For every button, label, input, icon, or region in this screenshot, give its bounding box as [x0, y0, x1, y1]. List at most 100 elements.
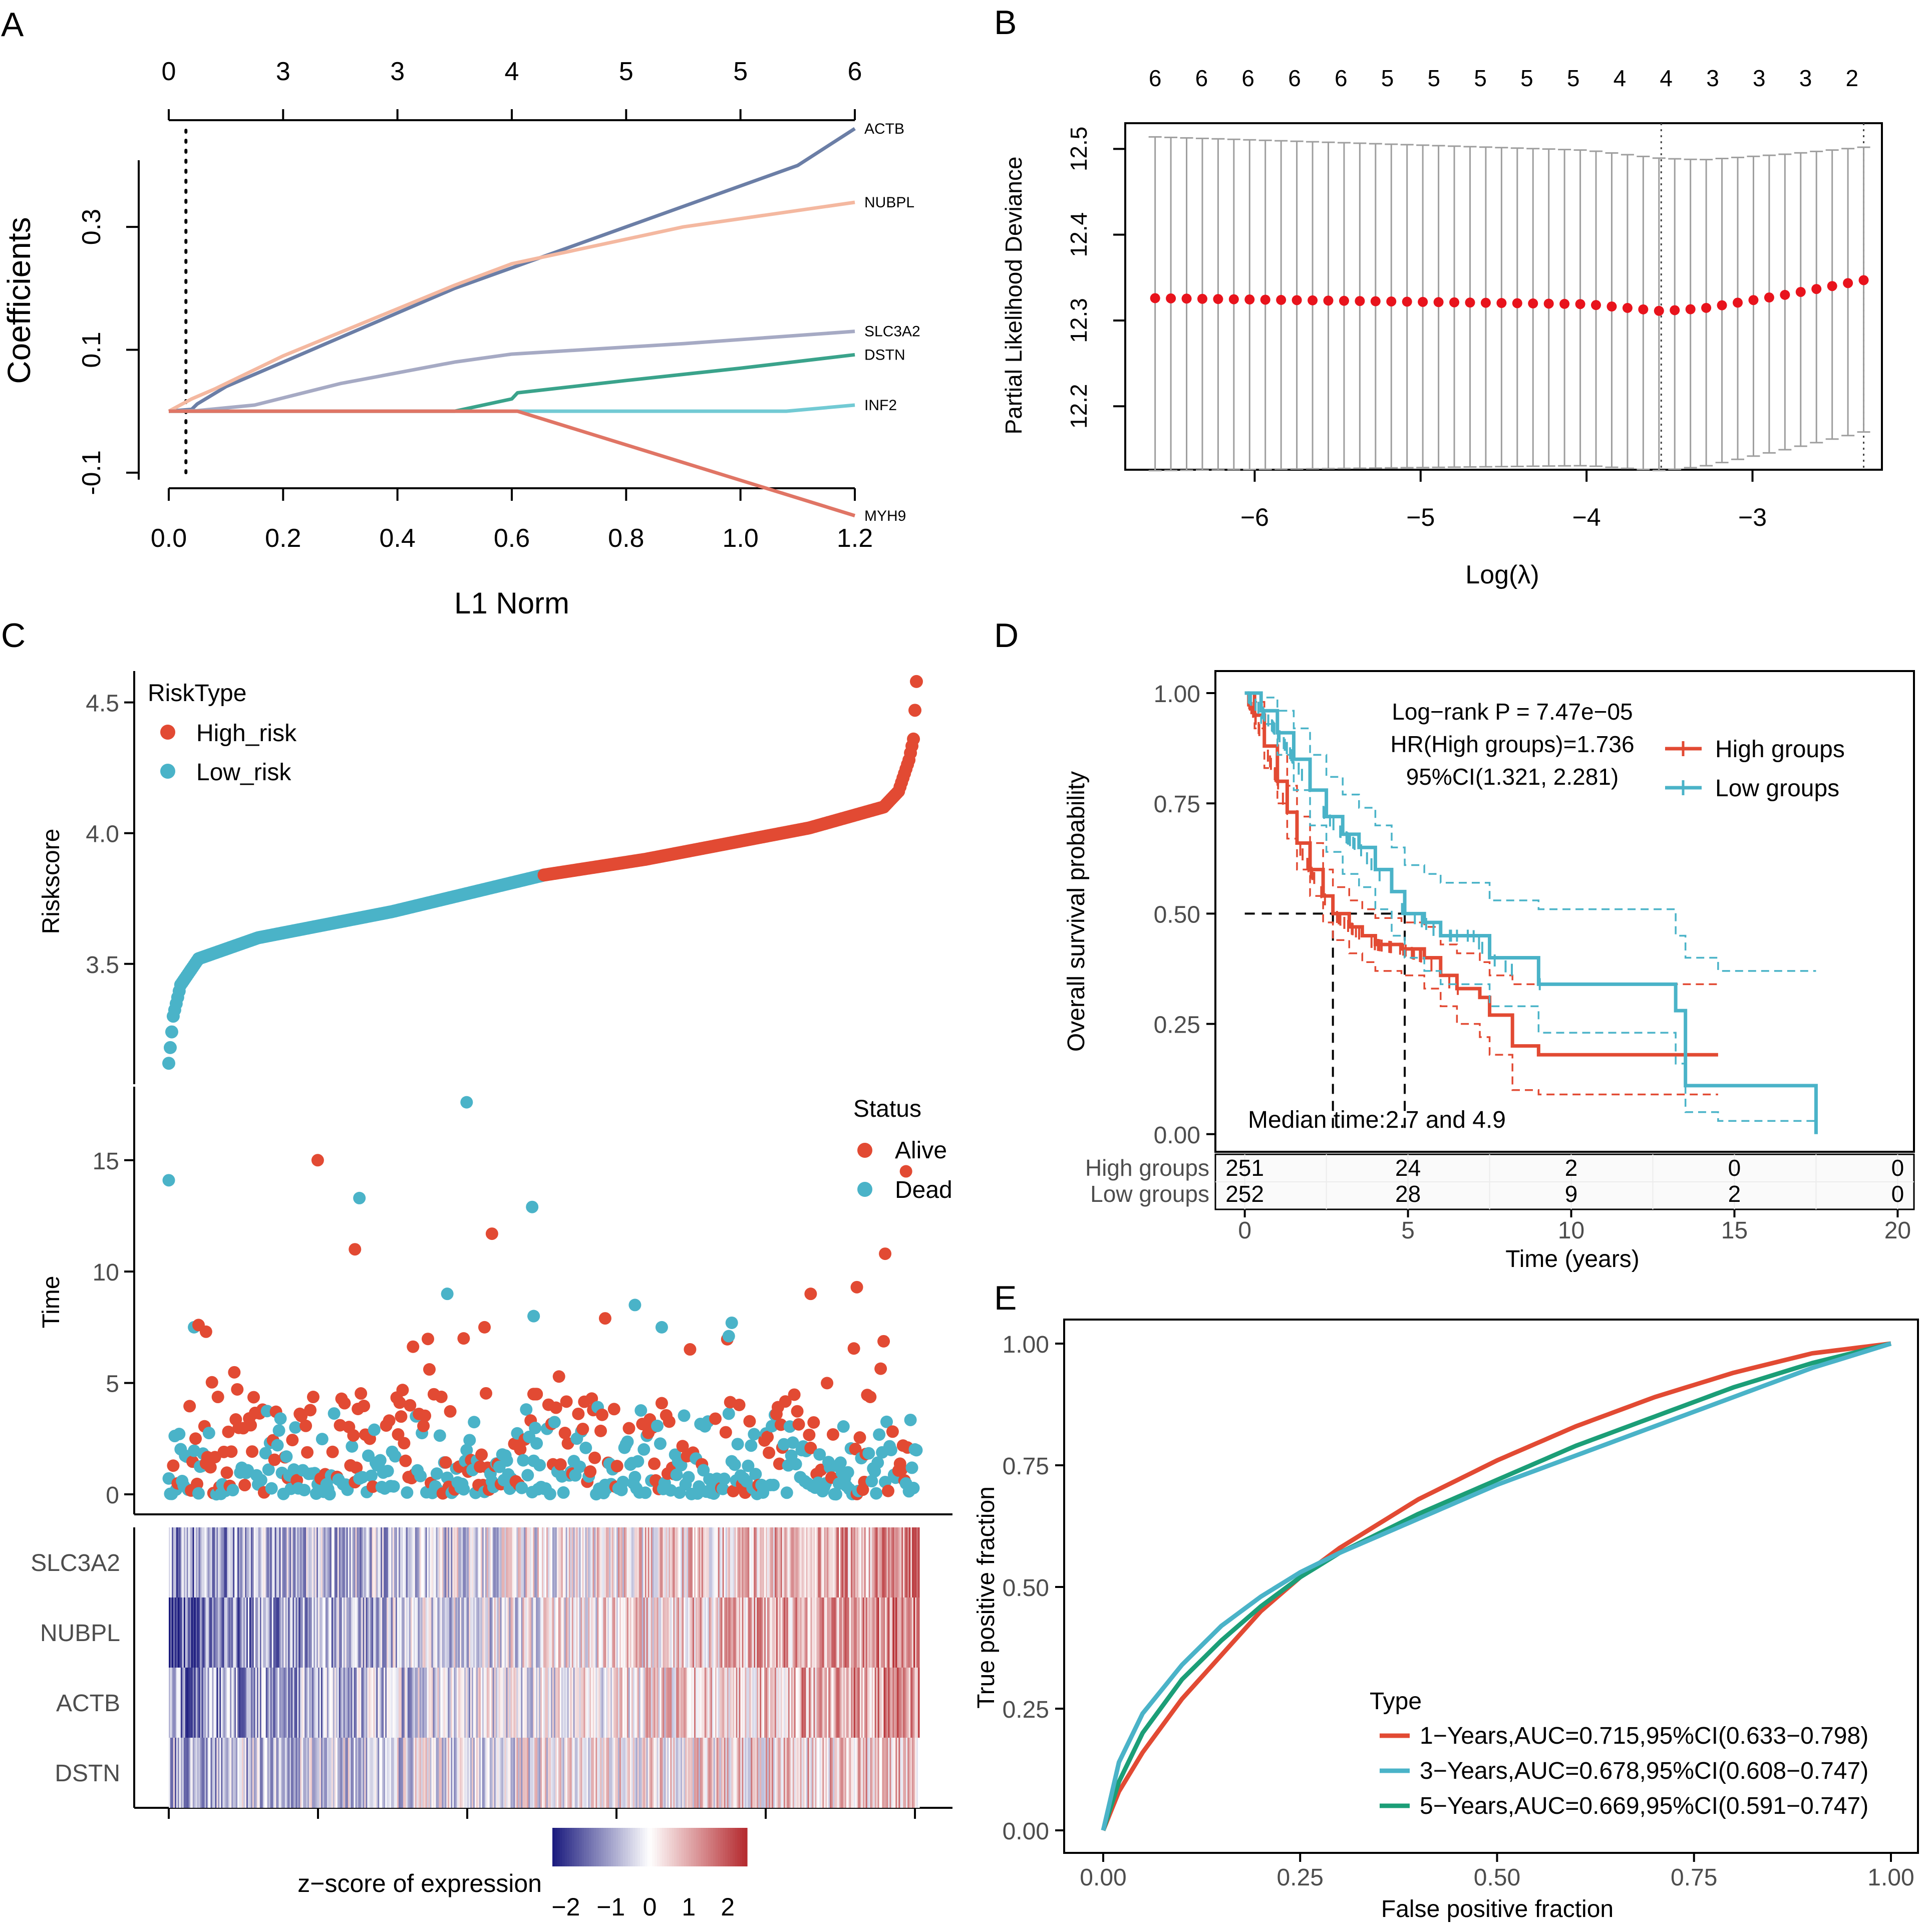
heat-cell — [868, 1738, 871, 1808]
deviance-point — [1764, 292, 1774, 303]
legend-tick-label: 2 — [721, 1893, 735, 1921]
alive-point — [663, 1415, 676, 1428]
heat-cell — [313, 1527, 315, 1597]
dead-point — [907, 1481, 920, 1494]
heat-cell — [378, 1738, 380, 1808]
heat-cell — [652, 1738, 655, 1808]
heat-cell — [865, 1527, 868, 1597]
survival-curve-low — [1244, 691, 1818, 1134]
heat-cell — [616, 1668, 618, 1738]
heat-cell — [550, 1597, 553, 1668]
heat-cell — [722, 1668, 725, 1738]
heat-cell — [819, 1597, 821, 1668]
heat-cell — [722, 1738, 725, 1808]
heat-cell — [571, 1668, 574, 1738]
heat-cell — [215, 1668, 217, 1738]
heat-cell — [264, 1668, 266, 1738]
deviance-point — [1622, 302, 1633, 313]
heat-cell — [320, 1597, 323, 1668]
heat-cell — [861, 1668, 863, 1738]
alive-point — [358, 1400, 371, 1413]
legend-gradient-step — [620, 1828, 623, 1866]
heat-cell — [488, 1738, 490, 1808]
heat-cell — [886, 1527, 889, 1597]
top-tick-label: 3 — [1753, 65, 1766, 91]
heat-cell — [418, 1597, 420, 1668]
heat-cell — [736, 1597, 738, 1668]
heat-cell — [357, 1738, 359, 1808]
heat-cell — [342, 1597, 344, 1668]
heat-cell — [455, 1668, 457, 1738]
heat-cell — [195, 1668, 198, 1738]
heat-cell — [734, 1668, 737, 1738]
heat-cell — [640, 1527, 642, 1597]
heat-cell — [825, 1738, 827, 1808]
alive-point — [417, 1419, 430, 1432]
heat-cell — [384, 1527, 386, 1597]
heat-cell — [457, 1527, 459, 1597]
heat-cell — [629, 1527, 632, 1597]
heat-cell — [285, 1738, 287, 1808]
heat-cell — [618, 1738, 620, 1808]
heat-cell — [694, 1597, 696, 1668]
heat-cell — [746, 1668, 748, 1738]
low-risk-point — [163, 1041, 177, 1054]
dead-point — [557, 1486, 570, 1499]
alive-point — [475, 1448, 488, 1461]
alive-point — [204, 1461, 217, 1474]
heat-cell — [509, 1527, 511, 1597]
heat-cell — [292, 1527, 294, 1597]
x-tick-label: −6 — [1240, 503, 1269, 531]
legend-gradient-step — [672, 1828, 675, 1866]
heat-cell — [834, 1527, 836, 1597]
heat-cell — [203, 1738, 205, 1808]
heat-cell — [336, 1738, 338, 1808]
heat-cell — [179, 1668, 181, 1738]
heat-cell — [844, 1668, 847, 1738]
legend-gradient-step — [669, 1828, 672, 1866]
low-risk-point — [162, 1057, 175, 1070]
heat-cell — [757, 1527, 759, 1597]
heat-cell — [913, 1738, 915, 1808]
heat-cell — [568, 1738, 571, 1808]
heat-cell — [675, 1597, 677, 1668]
heat-cell — [194, 1527, 196, 1597]
heat-cell — [613, 1527, 615, 1597]
alive-point — [874, 1362, 887, 1375]
heat-cell — [334, 1597, 337, 1668]
heat-cell — [646, 1668, 649, 1738]
heat-cell — [859, 1738, 862, 1808]
heat-cell — [601, 1668, 603, 1738]
heat-cell — [806, 1738, 808, 1808]
heat-cell — [858, 1738, 860, 1808]
legend-gradient-step — [662, 1828, 665, 1866]
heat-cell — [564, 1738, 566, 1808]
heat-cell — [852, 1527, 854, 1597]
heat-cell — [710, 1527, 713, 1597]
heat-cell — [657, 1668, 659, 1738]
top-tick-label: 6 — [1335, 65, 1348, 91]
heat-cell — [916, 1738, 918, 1808]
heat-cell — [852, 1597, 854, 1668]
heat-cell — [646, 1597, 649, 1668]
heat-cell — [173, 1668, 175, 1738]
heat-cell — [439, 1527, 441, 1597]
heat-cell — [783, 1738, 786, 1808]
heat-cell — [197, 1738, 199, 1808]
dead-point — [884, 1443, 897, 1456]
deviance-point — [1323, 295, 1334, 306]
alive-point — [572, 1407, 585, 1420]
heat-cell — [528, 1597, 530, 1668]
alive-point — [584, 1465, 597, 1478]
heat-cell — [867, 1668, 869, 1738]
heat-cell — [415, 1738, 417, 1808]
heat-cell — [672, 1597, 674, 1668]
deviance-point — [1433, 297, 1444, 307]
heat-cell — [294, 1527, 296, 1597]
heat-cell — [688, 1738, 690, 1808]
dead-point — [515, 1481, 528, 1494]
heat-cell — [256, 1668, 259, 1738]
panel-label-d: D — [994, 616, 1019, 655]
alive-point — [220, 1466, 233, 1479]
heat-cell — [867, 1597, 869, 1668]
